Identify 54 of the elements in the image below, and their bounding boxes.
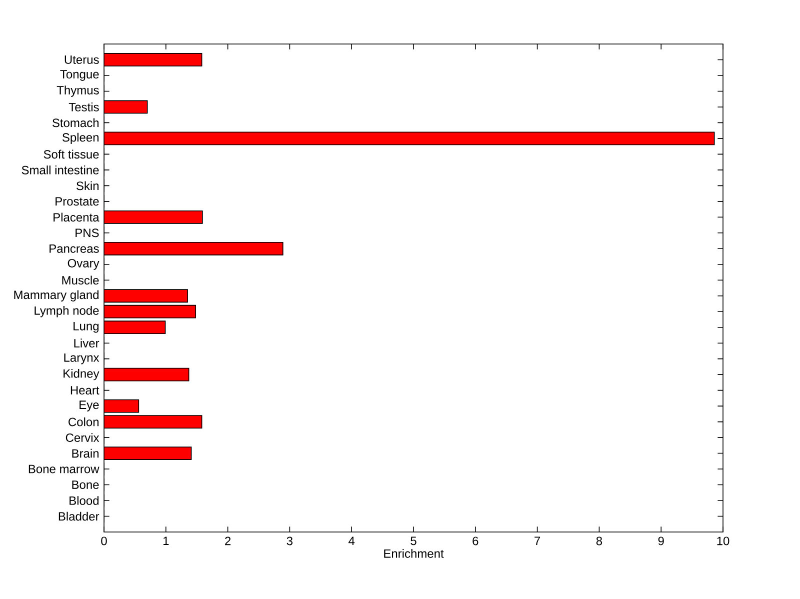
bar bbox=[104, 415, 202, 428]
y-tick-label: Blood bbox=[70, 496, 99, 505]
y-tick-label: Tongue bbox=[60, 70, 99, 81]
y-tick-label: Larynx bbox=[64, 353, 100, 364]
y-tick-label: Colon bbox=[68, 417, 99, 426]
y-tick-label: Stomach bbox=[52, 118, 99, 128]
bar bbox=[104, 53, 202, 66]
y-tick-label: Thymus bbox=[56, 86, 99, 97]
x-tick-label: 2 bbox=[225, 536, 231, 546]
y-tick-label: Spleen bbox=[62, 132, 99, 144]
y-tick-label: Skin bbox=[76, 181, 99, 190]
y-tick-label: Bone bbox=[72, 480, 99, 489]
y-tick-label: Ovary bbox=[68, 258, 100, 270]
y-tick-label: PNS bbox=[76, 228, 99, 238]
x-tick-label: 9 bbox=[658, 536, 664, 546]
x-tick-label: 6 bbox=[472, 536, 478, 546]
y-tick-label: Testis bbox=[68, 102, 99, 112]
x-tick-label: 3 bbox=[286, 536, 293, 546]
y-tick-label: Liver bbox=[74, 338, 100, 348]
bar bbox=[104, 446, 192, 460]
bar bbox=[104, 399, 140, 413]
y-tick-label: Bladder bbox=[58, 512, 100, 521]
y-tick-label: Lymph node bbox=[34, 306, 99, 318]
y-tick-label: Heart bbox=[70, 386, 100, 395]
y-tick-label: Lung bbox=[74, 322, 99, 333]
x-tick-label: 7 bbox=[534, 536, 540, 545]
y-tick-label: Bone marrow bbox=[28, 464, 100, 474]
x-tick-label: 5 bbox=[410, 536, 416, 546]
x-tick-label: 0 bbox=[101, 536, 107, 546]
bar bbox=[104, 132, 715, 146]
y-tick-label: Cervix bbox=[66, 433, 100, 442]
y-tick-label: Soft tissue bbox=[44, 150, 99, 159]
bar bbox=[104, 320, 166, 334]
x-tick-label: 1 bbox=[163, 536, 169, 545]
x-tick-label: 4 bbox=[348, 536, 355, 545]
x-tick-label: 10 bbox=[717, 536, 730, 546]
y-tick-label: Uterus bbox=[64, 56, 99, 64]
y-tick-label: Kidney bbox=[64, 368, 100, 380]
y-tick-label: Prostate bbox=[56, 197, 99, 206]
x-tick-label: 8 bbox=[596, 536, 602, 546]
y-tick-label: Pancreas bbox=[50, 244, 99, 253]
y-tick-label: Muscle bbox=[62, 276, 99, 285]
bar bbox=[104, 289, 188, 303]
bar bbox=[104, 210, 203, 224]
bar bbox=[104, 304, 196, 318]
y-tick-label: Brain bbox=[72, 448, 99, 458]
y-tick-label: Eye bbox=[80, 400, 99, 412]
y-tick-label: Mammary gland bbox=[14, 290, 98, 302]
y-tick-label: Small intestine bbox=[22, 166, 99, 174]
x-axis-title: Enrichment bbox=[384, 549, 444, 558]
bar bbox=[104, 368, 190, 382]
bar bbox=[104, 242, 284, 256]
y-tick-label: Placenta bbox=[54, 212, 100, 222]
bar bbox=[104, 100, 148, 114]
